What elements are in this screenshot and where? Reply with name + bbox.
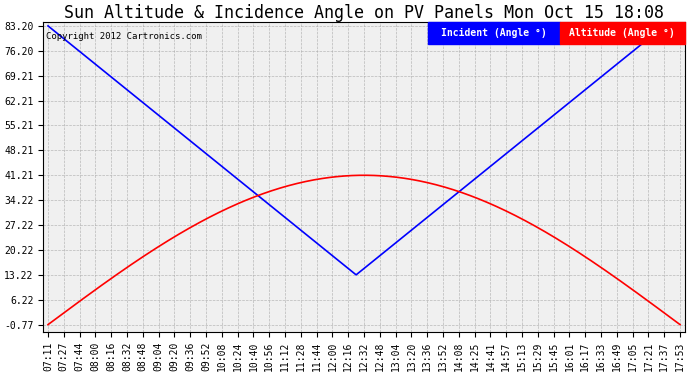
Text: Incident (Angle °): Incident (Angle °) (441, 28, 546, 38)
Text: Copyright 2012 Cartronics.com: Copyright 2012 Cartronics.com (46, 32, 202, 40)
Text: Altitude (Angle °): Altitude (Angle °) (569, 28, 675, 38)
Bar (428, 22, 560, 44)
Bar (560, 22, 684, 44)
Title: Sun Altitude & Incidence Angle on PV Panels Mon Oct 15 18:08: Sun Altitude & Incidence Angle on PV Pan… (64, 4, 664, 22)
